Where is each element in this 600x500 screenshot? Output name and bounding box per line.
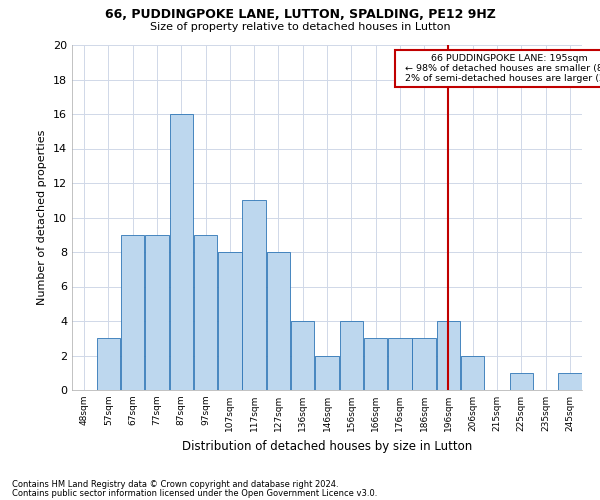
Bar [145,235,169,390]
Text: 66 PUDDINGPOKE LANE: 195sqm  
← 98% of detached houses are smaller (86)
  2% of : 66 PUDDINGPOKE LANE: 195sqm ← 98% of det… [399,54,600,84]
Bar [388,338,412,390]
Bar [437,321,460,390]
Text: Contains public sector information licensed under the Open Government Licence v3: Contains public sector information licen… [12,488,377,498]
Text: 66, PUDDINGPOKE LANE, LUTTON, SPALDING, PE12 9HZ: 66, PUDDINGPOKE LANE, LUTTON, SPALDING, … [104,8,496,20]
Bar [266,252,290,390]
Bar [558,373,581,390]
Bar [218,252,242,390]
Bar [461,356,484,390]
Bar [412,338,436,390]
Bar [121,235,145,390]
Bar [509,373,533,390]
Bar [170,114,193,390]
Bar [291,321,314,390]
Bar [364,338,388,390]
Bar [242,200,266,390]
X-axis label: Distribution of detached houses by size in Lutton: Distribution of detached houses by size … [182,440,472,452]
Bar [340,321,363,390]
Text: Size of property relative to detached houses in Lutton: Size of property relative to detached ho… [149,22,451,32]
Bar [194,235,217,390]
Text: Contains HM Land Registry data © Crown copyright and database right 2024.: Contains HM Land Registry data © Crown c… [12,480,338,489]
Y-axis label: Number of detached properties: Number of detached properties [37,130,47,305]
Bar [315,356,339,390]
Bar [97,338,120,390]
